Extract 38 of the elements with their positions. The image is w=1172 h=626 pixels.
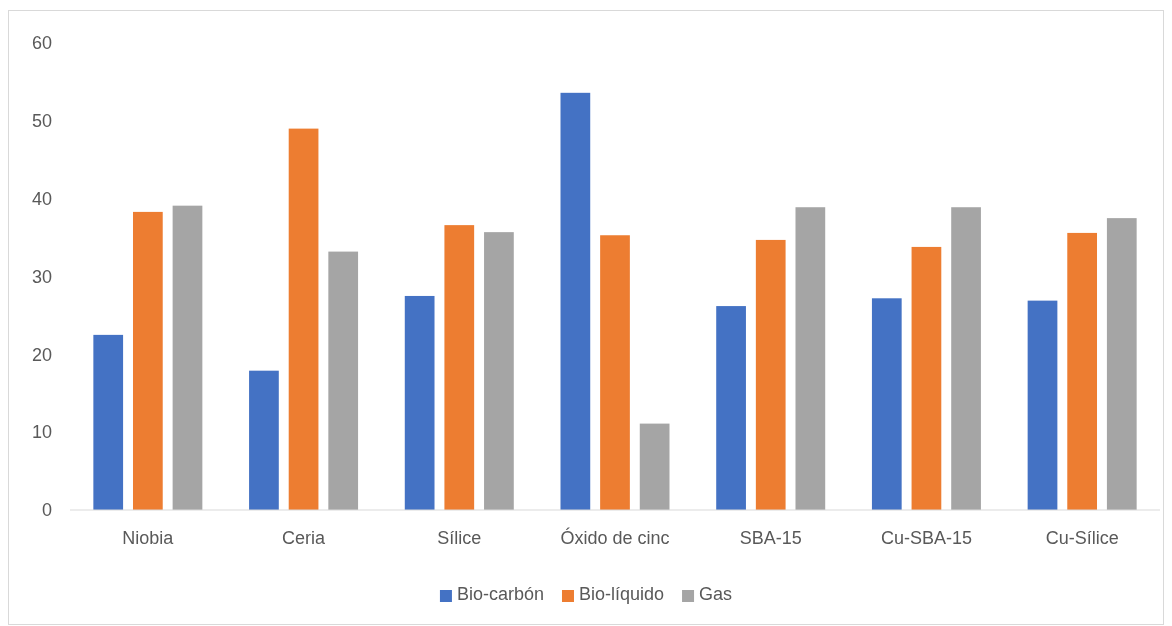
x-tick-label: Cu-SBA-15 <box>880 527 972 548</box>
bar <box>132 211 163 510</box>
bar <box>1106 218 1137 510</box>
bar <box>639 423 670 510</box>
legend-label: Bio-carbón <box>456 584 544 604</box>
bar <box>560 92 591 510</box>
bar <box>795 207 826 510</box>
legend-label: Bio-líquido <box>578 584 665 604</box>
bar <box>600 235 630 510</box>
bar <box>871 298 902 510</box>
bar <box>755 239 786 510</box>
y-tick-label: 30 <box>31 266 52 287</box>
bar <box>1067 232 1098 510</box>
x-tick-label: Sílice <box>437 527 482 548</box>
y-tick-label: 20 <box>31 344 52 365</box>
bar <box>911 246 942 510</box>
bar <box>951 207 981 510</box>
bar <box>328 251 359 510</box>
x-tick-label: Óxido de cinc <box>560 526 670 548</box>
bar <box>444 225 475 510</box>
y-tick-label: 60 <box>31 33 52 54</box>
bar <box>484 232 514 510</box>
y-tick-label: 50 <box>31 111 52 132</box>
bar <box>288 128 319 510</box>
y-tick-label: 40 <box>31 188 52 209</box>
x-tick-label: Ceria <box>282 527 327 548</box>
x-tick-label: Cu-Sílice <box>1045 527 1119 548</box>
bar <box>1027 300 1058 510</box>
bar <box>249 370 279 510</box>
bar <box>716 306 746 510</box>
x-tick-label: Niobia <box>122 527 175 548</box>
bar <box>93 334 124 510</box>
bar <box>172 205 203 510</box>
legend-label: Gas <box>699 584 733 604</box>
x-tick-label: SBA-15 <box>739 527 802 548</box>
y-tick-label: 10 <box>31 422 52 443</box>
bar <box>404 295 435 510</box>
y-tick-label: 0 <box>41 500 52 521</box>
